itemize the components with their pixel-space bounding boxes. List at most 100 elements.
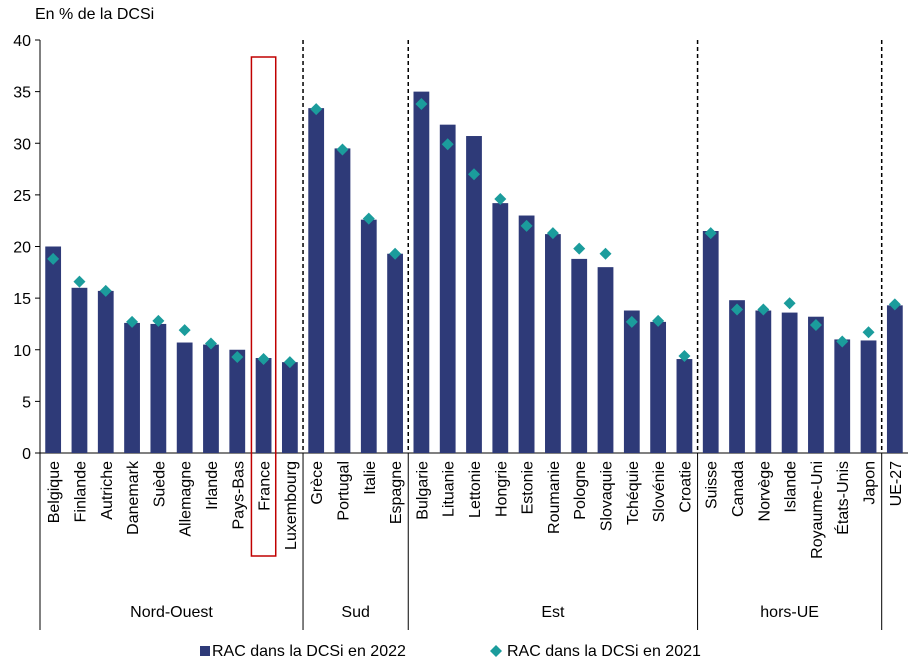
legend: RAC dans la DCSi en 2022 RAC dans la DCS… (200, 643, 701, 660)
markers (47, 98, 901, 369)
marker (704, 227, 717, 240)
bar (755, 310, 772, 453)
bar (676, 359, 693, 453)
category-label: Luxembourg (283, 461, 300, 550)
marker (573, 242, 586, 255)
group-label: Nord-Ouest (130, 604, 213, 621)
category-label: Grèce (309, 461, 326, 505)
marker (836, 335, 849, 348)
marker (99, 284, 112, 297)
marker (546, 227, 559, 240)
marker (809, 318, 822, 331)
marker (336, 143, 349, 156)
category-label: France (257, 461, 274, 511)
bar (571, 258, 588, 453)
category-label: Estonie (520, 461, 537, 514)
bar (623, 310, 640, 453)
bar (360, 219, 377, 453)
category-label: Danemark (125, 460, 142, 535)
bar (834, 339, 851, 453)
bar (808, 316, 824, 453)
marker (389, 247, 402, 260)
marker (625, 315, 638, 328)
y-axis-unit-label: En % de la DCSi (35, 6, 154, 23)
group-label: Sud (341, 604, 369, 621)
category-label: Royaume-Uni (809, 461, 826, 559)
category-label: UE-27 (888, 461, 905, 506)
category-label: Bulgarie (414, 461, 431, 520)
bar (124, 322, 140, 453)
bar (702, 231, 719, 453)
marker (178, 324, 191, 337)
marker (888, 298, 901, 311)
bar (413, 91, 430, 453)
legend-swatch-2021 (490, 645, 502, 657)
marker (678, 349, 691, 362)
marker (862, 326, 875, 339)
y-tick-label: 30 (13, 136, 31, 153)
category-label: Slovénie (651, 461, 668, 522)
category-label: Tchéquie (625, 461, 642, 525)
marker (126, 315, 139, 328)
bar (545, 234, 561, 453)
bar (203, 344, 219, 453)
axes: 0 5 10 15 20 25 30 35 40 (13, 33, 908, 463)
legend-swatch-2022 (200, 646, 210, 656)
category-label: Islande (783, 461, 800, 513)
legend-label-2022: RAC dans la DCSi en 2022 (212, 643, 406, 660)
bar (255, 358, 272, 453)
marker (152, 314, 165, 327)
marker (231, 350, 244, 363)
bar (150, 323, 167, 453)
category-label: Croatie (677, 461, 694, 513)
y-tick-label: 10 (13, 343, 31, 360)
bar (387, 253, 403, 453)
y-tick-label: 20 (13, 240, 31, 257)
bar (518, 215, 535, 453)
bar (860, 340, 877, 453)
marker (783, 297, 796, 310)
marker (652, 314, 665, 327)
category-label: Portugal (335, 461, 352, 521)
category-label: Roumanie (546, 461, 563, 534)
group-label: hors-UE (760, 604, 819, 621)
bar (176, 342, 193, 453)
y-tick-label: 40 (13, 33, 31, 50)
group-label: Est (541, 604, 565, 621)
category-label: Norvège (756, 461, 773, 522)
category-label: Finlande (72, 461, 89, 522)
bar (308, 108, 325, 454)
category-label: Slovaquie (599, 461, 616, 531)
category-label: Lettonie (467, 461, 484, 518)
bar (492, 203, 509, 453)
group-labels: Nord-Ouest Sud Est hors-UE (39, 40, 883, 630)
category-label: Suisse (704, 461, 721, 509)
category-label: Suède (151, 461, 168, 507)
category-labels: Belgique Finlande Autriche Danemark Suède All… (46, 460, 905, 559)
y-tick-label: 5 (22, 394, 31, 411)
bar (650, 321, 667, 453)
marker (731, 303, 744, 316)
marker (599, 247, 612, 260)
y-tick-label: 15 (13, 291, 31, 308)
y-tick-label: 0 (22, 446, 31, 463)
marker (73, 275, 86, 288)
category-label: Canada (730, 461, 747, 517)
category-label: Hongrie (493, 461, 510, 517)
bar (886, 305, 903, 453)
y-tick-label: 25 (13, 188, 31, 205)
category-label: Japon (862, 461, 879, 505)
category-label: Pays-Bas (230, 461, 247, 529)
marker (441, 138, 454, 151)
bar (334, 148, 351, 453)
bar (781, 312, 798, 453)
marker (310, 103, 323, 116)
y-tick-label: 35 (13, 85, 31, 102)
legend-label-2021: RAC dans la DCSi en 2021 (507, 643, 701, 660)
marker (468, 168, 480, 181)
bar (439, 124, 456, 453)
category-label: Belgique (46, 461, 63, 523)
marker (362, 212, 375, 225)
bar (466, 136, 482, 453)
